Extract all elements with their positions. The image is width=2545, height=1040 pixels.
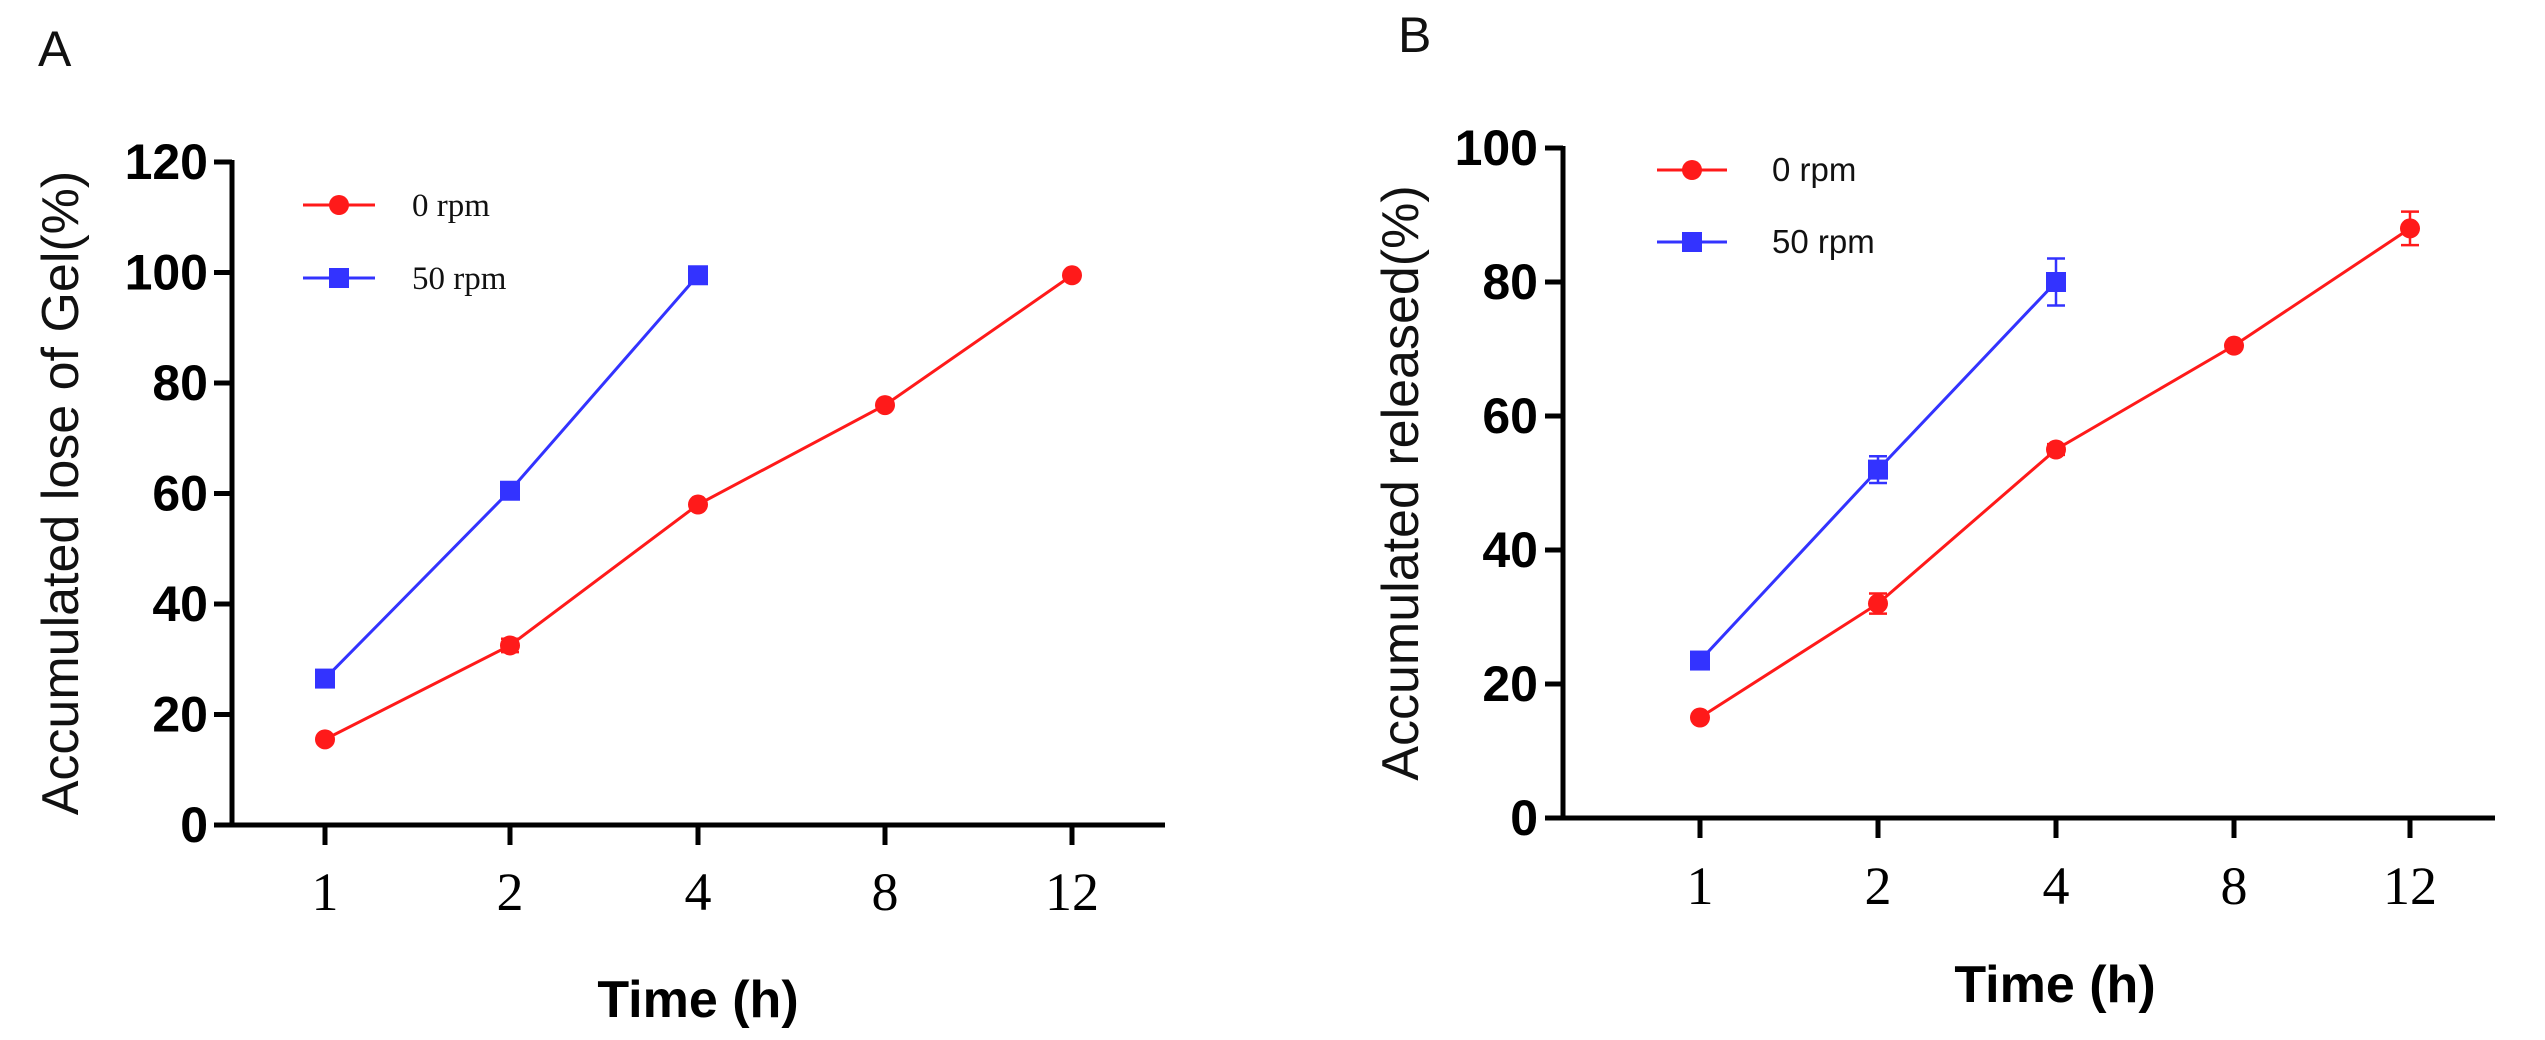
- y-tick-label: 40: [1482, 522, 1538, 578]
- data-point: [688, 494, 708, 515]
- data-point: [1868, 593, 1888, 614]
- y-tick-label: 80: [1482, 254, 1538, 310]
- y-tick-label: 60: [152, 466, 208, 522]
- panel-label: A: [38, 21, 72, 77]
- data-point: [688, 265, 708, 286]
- data-point: [2400, 218, 2420, 239]
- data-point: [875, 395, 895, 416]
- data-point: [1690, 650, 1710, 671]
- legend-label: 50 rpm: [1772, 223, 1875, 260]
- legend-entry: 0 rpm: [1657, 151, 1856, 188]
- series-0-rpm: [1690, 210, 2420, 728]
- data-point: [315, 668, 335, 689]
- x-tick-label: 8: [2221, 856, 2248, 916]
- x-tick-label: 1: [1687, 856, 1714, 916]
- y-tick-label: 120: [125, 134, 208, 190]
- y-tick-label: 80: [152, 355, 208, 411]
- data-point: [2046, 272, 2066, 292]
- data-point: [1868, 459, 1888, 480]
- x-tick-label: 12: [1045, 862, 1099, 922]
- legend-entry: 50 rpm: [1657, 223, 1875, 260]
- x-tick-label: 4: [2043, 856, 2070, 916]
- legend-entry: 0 rpm: [303, 188, 490, 224]
- x-tick-label: 8: [872, 862, 899, 922]
- legend-entry: 50 rpm: [303, 261, 507, 297]
- y-axis-title: Accumulated released(%): [1372, 185, 1430, 780]
- x-tick-label: 1: [312, 862, 339, 922]
- panel-label: B: [1398, 7, 1431, 63]
- legend-marker: [1682, 232, 1702, 252]
- y-tick-label: 40: [152, 576, 208, 632]
- data-point: [315, 729, 335, 750]
- x-tick-label: 12: [2383, 856, 2437, 916]
- legend-label: 50 rpm: [412, 261, 507, 297]
- y-tick-label: 100: [1455, 120, 1538, 176]
- x-tick-label: 4: [685, 862, 712, 922]
- y-axis-title: Accumulated lose of Gel(%): [32, 171, 90, 816]
- data-point: [2046, 439, 2066, 460]
- legend-label: 0 rpm: [1772, 151, 1856, 188]
- y-tick-label: 0: [1510, 790, 1538, 846]
- series-line: [323, 274, 700, 680]
- data-point: [2224, 335, 2244, 356]
- series-0-rpm: [315, 265, 1082, 750]
- data-point: [500, 635, 520, 656]
- series-50-rpm: [315, 265, 708, 689]
- x-axis-title: Time (h): [597, 971, 798, 1029]
- x-tick-label: 2: [497, 862, 524, 922]
- x-tick-label: 2: [1865, 856, 1892, 916]
- y-tick-label: 100: [125, 245, 208, 301]
- data-point: [1690, 707, 1710, 728]
- data-point: [1062, 265, 1082, 286]
- legend-marker: [329, 268, 349, 288]
- y-tick-label: 0: [180, 797, 208, 853]
- y-tick-label: 20: [152, 687, 208, 743]
- x-axis-title: Time (h): [1954, 956, 2155, 1014]
- legend-marker: [1682, 160, 1702, 180]
- y-tick-label: 20: [1482, 656, 1538, 712]
- legend-marker: [329, 195, 349, 215]
- y-tick-label: 60: [1482, 388, 1538, 444]
- data-point: [500, 480, 520, 501]
- legend-label: 0 rpm: [412, 188, 490, 224]
- series-50-rpm: [1690, 257, 2066, 671]
